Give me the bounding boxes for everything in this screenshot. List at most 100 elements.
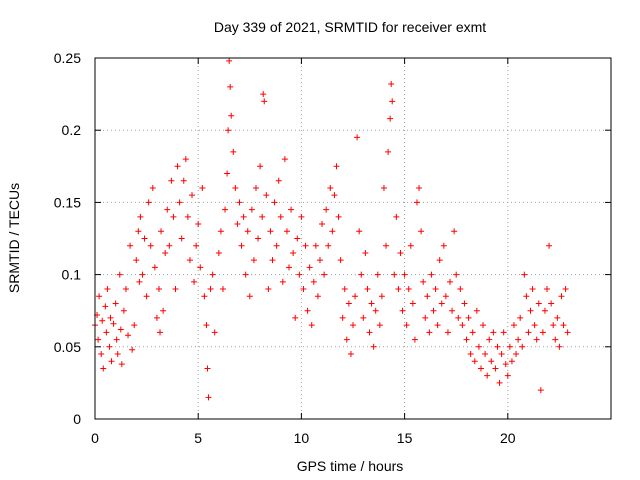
data-point bbox=[372, 307, 379, 314]
data-point bbox=[265, 286, 272, 293]
data-point bbox=[225, 127, 232, 134]
data-point bbox=[539, 329, 546, 336]
data-point bbox=[529, 286, 536, 293]
data-point bbox=[451, 228, 458, 235]
data-point bbox=[552, 336, 559, 343]
data-point bbox=[288, 206, 295, 213]
data-point bbox=[178, 235, 185, 242]
data-point bbox=[413, 199, 420, 206]
data-point bbox=[442, 293, 449, 300]
data-point bbox=[135, 228, 142, 235]
data-point bbox=[564, 329, 571, 336]
data-point bbox=[395, 286, 402, 293]
data-point bbox=[378, 293, 385, 300]
data-point bbox=[149, 184, 156, 191]
data-point bbox=[125, 332, 132, 339]
data-points bbox=[92, 57, 571, 401]
data-point bbox=[296, 271, 303, 278]
data-point bbox=[290, 249, 297, 256]
data-point bbox=[560, 322, 567, 329]
data-point bbox=[486, 336, 493, 343]
data-point bbox=[358, 271, 365, 278]
y-tick-labels: 0 0.05 0.1 0.15 0.2 0.25 bbox=[54, 50, 81, 427]
data-point bbox=[360, 314, 367, 321]
data-point bbox=[508, 358, 515, 365]
y-tick-label: 0.25 bbox=[54, 50, 81, 66]
data-point bbox=[341, 286, 348, 293]
data-point bbox=[422, 314, 429, 321]
data-point bbox=[350, 322, 356, 329]
data-point bbox=[271, 199, 278, 206]
data-point bbox=[114, 351, 121, 358]
data-point bbox=[108, 358, 115, 365]
y-axis-label: SRMTID / TECUs bbox=[6, 183, 22, 293]
data-point bbox=[399, 307, 406, 314]
data-point bbox=[477, 365, 484, 372]
data-point bbox=[238, 242, 245, 249]
data-point bbox=[496, 379, 503, 386]
data-point bbox=[356, 228, 363, 235]
data-point bbox=[160, 307, 167, 314]
data-point bbox=[255, 235, 262, 242]
data-point bbox=[102, 303, 109, 310]
data-point bbox=[100, 365, 107, 372]
data-point bbox=[302, 242, 309, 249]
data-point bbox=[387, 115, 394, 122]
data-point bbox=[426, 329, 433, 336]
data-point bbox=[314, 293, 321, 300]
data-point bbox=[244, 228, 251, 235]
data-point bbox=[186, 257, 193, 264]
data-point bbox=[117, 326, 124, 333]
data-point bbox=[428, 271, 435, 278]
data-point bbox=[525, 329, 532, 336]
data-point bbox=[480, 322, 487, 329]
x-tick-label: 10 bbox=[294, 430, 310, 446]
data-point bbox=[294, 235, 301, 242]
data-point bbox=[217, 228, 224, 235]
data-point bbox=[533, 336, 540, 343]
data-point bbox=[215, 249, 222, 256]
data-point bbox=[168, 177, 175, 184]
data-point bbox=[550, 322, 557, 329]
data-point bbox=[409, 300, 416, 307]
data-point bbox=[98, 351, 105, 358]
data-point bbox=[107, 314, 114, 321]
data-point bbox=[430, 307, 437, 314]
data-point bbox=[469, 329, 476, 336]
data-point bbox=[275, 177, 282, 184]
data-point bbox=[226, 57, 233, 64]
data-point bbox=[219, 286, 226, 293]
y-tick-label: 0.05 bbox=[54, 339, 81, 355]
data-point bbox=[510, 322, 517, 329]
y-tick-label: 0.2 bbox=[62, 122, 82, 138]
data-point bbox=[110, 320, 117, 327]
data-point bbox=[554, 314, 561, 321]
data-point bbox=[104, 286, 111, 293]
data-point bbox=[228, 112, 235, 119]
data-point bbox=[385, 148, 392, 155]
data-point bbox=[246, 293, 253, 300]
data-point bbox=[174, 163, 181, 170]
data-point bbox=[502, 361, 509, 368]
data-point bbox=[267, 228, 274, 235]
data-point bbox=[240, 213, 247, 220]
data-point bbox=[405, 286, 412, 293]
data-point bbox=[519, 343, 526, 350]
data-point bbox=[388, 80, 395, 87]
data-point bbox=[145, 199, 152, 206]
data-point bbox=[484, 372, 491, 379]
data-point bbox=[193, 242, 200, 249]
data-point bbox=[176, 199, 183, 206]
data-point bbox=[166, 242, 173, 249]
data-point bbox=[337, 257, 344, 264]
data-point bbox=[96, 293, 103, 300]
data-point bbox=[147, 242, 154, 249]
data-point bbox=[248, 206, 255, 213]
data-point bbox=[99, 317, 106, 324]
plot-frame bbox=[94, 57, 612, 420]
data-point bbox=[189, 192, 196, 199]
data-point bbox=[393, 213, 400, 220]
data-point bbox=[403, 322, 410, 329]
data-point bbox=[424, 293, 431, 300]
data-point bbox=[492, 365, 499, 372]
